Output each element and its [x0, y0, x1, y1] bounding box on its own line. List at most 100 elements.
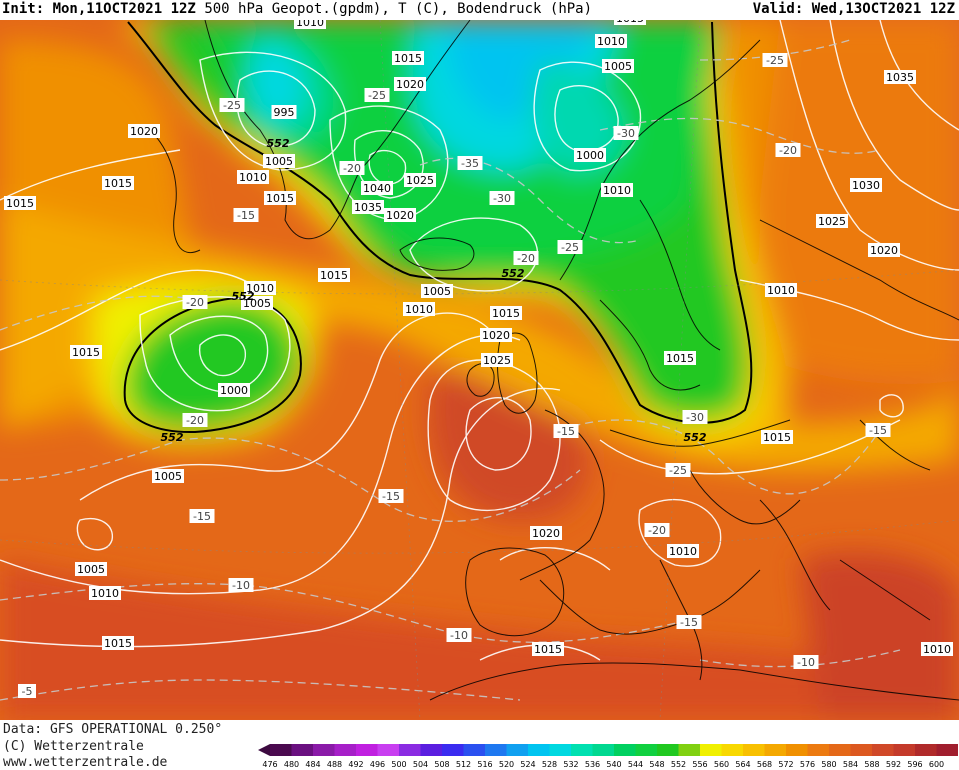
pressure-label-box [394, 77, 426, 91]
color-legend: 476 480 484 488 492 496 500 504 508 512 516 520 524 5… [258, 744, 958, 769]
color-legend-swatch [764, 744, 787, 756]
temperature-label-text: -15 [382, 490, 400, 503]
pressure-label: 1035 [884, 70, 916, 84]
pressure-label-box [884, 70, 916, 84]
pressure-label-text: 1005 [77, 563, 105, 576]
color-legend-swatch [829, 744, 851, 756]
pressure-label-box [602, 59, 634, 73]
temperature-label-text: -20 [517, 252, 535, 265]
temperature-label-text: -20 [779, 144, 797, 157]
pressure-label-text: 1030 [852, 179, 880, 192]
color-legend-swatch [463, 744, 486, 756]
color-legend-swatch [678, 744, 701, 756]
temperature-label-box [775, 143, 801, 157]
pressure-label: 995 [271, 105, 297, 119]
pressure-label-text: 1010 [923, 643, 951, 656]
pressure-label-text: 1010 [239, 171, 267, 184]
pressure-label-text: 1005 [265, 155, 293, 168]
pressure-label-text: 1010 [405, 303, 433, 316]
pressure-label: 1010 [601, 183, 633, 197]
color-legend-label: 540 [606, 760, 621, 769]
pressure-label-text: 1010 [296, 20, 324, 29]
color-legend-swatch [786, 744, 808, 756]
temperature-label-text: -15 [557, 425, 575, 438]
color-legend-swatch [313, 744, 335, 756]
geopotential-552-contour [123, 21, 753, 434]
temperature-label-text: -15 [193, 510, 211, 523]
pressure-label: 1005 [263, 154, 295, 168]
pressure-label: 1010 [403, 302, 435, 316]
temperature-label-box [793, 655, 819, 669]
temperature-label-box [233, 208, 259, 222]
pressure-label-text: 1020 [870, 244, 898, 257]
pressure-label: 1020 [384, 208, 416, 222]
temperature-label-box [676, 615, 702, 629]
pressure-label-box [263, 154, 295, 168]
temperature-label-text: -30 [617, 127, 635, 140]
pressure-label-box [574, 148, 606, 162]
pressure-label-text: 1015 [666, 352, 694, 365]
pressure-label-text: 1010 [91, 587, 119, 600]
geopotential-label: 552 [684, 431, 707, 444]
pressure-label-box [532, 642, 564, 656]
color-legend-swatch [506, 744, 529, 756]
geopotential-label-text: 552 [232, 290, 255, 303]
color-legend-label: 588 [864, 760, 879, 769]
pressure-label: 1015 [4, 196, 36, 210]
color-legend-label: 564 [735, 760, 750, 769]
color-legend-label: 504 [413, 760, 428, 769]
temperature-label-box [182, 413, 208, 427]
temperature-label-box [457, 156, 483, 170]
pressure-label-box [352, 200, 384, 214]
pressure-label: 1010 [89, 586, 121, 600]
temperature-label: -35 [457, 156, 483, 170]
temperature-label-box [219, 98, 245, 112]
pressure-label-text: 1015 [104, 177, 132, 190]
color-legend-label: 556 [692, 760, 707, 769]
temperature-label-text: -35 [461, 157, 479, 170]
pressure-label-text: 1005 [604, 60, 632, 73]
color-legend-swatch [700, 744, 722, 756]
color-legend-swatch [592, 744, 615, 756]
temperature-label: -15 [553, 424, 579, 438]
temperature-label-box [378, 489, 404, 503]
copyright: (C) Wetterzentrale [3, 739, 144, 754]
temperature-label-box [665, 463, 691, 477]
pressure-label-box [70, 345, 102, 359]
color-legend-swatch [657, 744, 679, 756]
pressure-label: 1015 [264, 191, 296, 205]
temperature-label: -30 [613, 126, 639, 140]
pressure-label-box [761, 430, 793, 444]
temperature-label-box [762, 53, 788, 67]
pressure-label-box [421, 284, 453, 298]
pressure-label-text: 1015 [266, 192, 294, 205]
temperature-label-text: -20 [648, 524, 666, 537]
pressure-label: 1000 [218, 383, 250, 397]
pressure-label-text: 1020 [482, 329, 510, 342]
init-time: Init: Mon,11OCT2021 12Z [2, 1, 196, 17]
pressure-label-box [850, 178, 882, 192]
pressure-label: 1020 [394, 77, 426, 91]
temperature-label: -15 [676, 615, 702, 629]
color-legend-labels: 476 480 484 488 492 496 500 504 508 512 516 520 524 5… [262, 760, 944, 769]
geopotential-label-text: 552 [684, 431, 707, 444]
pressure-label: 1015 [614, 20, 646, 25]
color-legend-arrow-left [258, 744, 270, 756]
temperature-label: -25 [557, 240, 583, 254]
pressure-label-box [667, 544, 699, 558]
color-legend-label: 516 [477, 760, 492, 769]
temperature-label-box [553, 424, 579, 438]
pressure-label-text: 1015 [492, 307, 520, 320]
temperature-label-text: -20 [186, 414, 204, 427]
pressure-label-text: 1010 [767, 284, 795, 297]
temperature-label-box [613, 126, 639, 140]
temperature-label-box [644, 523, 670, 537]
color-legend-swatch [893, 744, 916, 756]
pressure-label: 1025 [816, 214, 848, 228]
color-legend-label: 568 [757, 760, 772, 769]
pressure-label-text: 1015 [763, 431, 791, 444]
pressure-label: 1015 [70, 345, 102, 359]
pressure-label: 1025 [404, 173, 436, 187]
pressure-label: 1020 [868, 243, 900, 257]
pressure-label-box [4, 196, 36, 210]
